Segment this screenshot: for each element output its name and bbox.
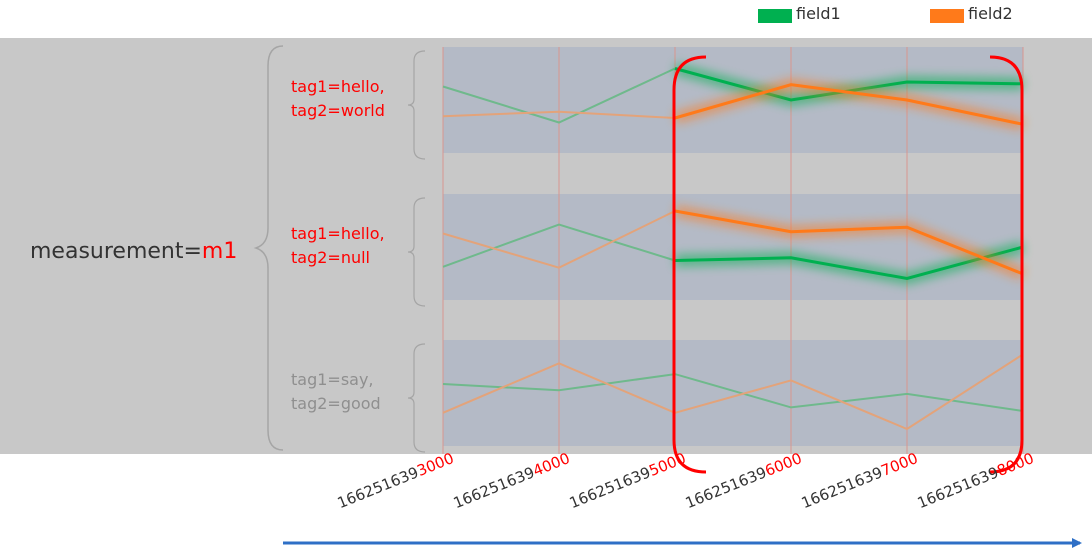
timestamp-base: 166251639 [915,463,1001,512]
field1-line-faded [442,223,676,268]
field2-line-highlight [674,209,1024,276]
timestamp-base: 166251639 [799,463,885,512]
timestamp-base: 166251639 [451,463,537,512]
group-braces [407,50,426,453]
tag2-label: tag2=world [291,101,385,120]
field2-line-faded [442,210,676,269]
field2-line-highlight [674,83,1024,126]
timestamp-label: 1662516397000 [799,449,921,512]
tag1-label: tag1=hello, [291,77,385,96]
legend-label-field1: field1 [796,4,841,23]
timestamp-base: 166251639 [567,463,653,512]
measurement-prefix: measurement= [30,239,202,264]
timestamp-base: 166251639 [335,463,421,512]
timestamp-label: 1662516394000 [451,449,573,512]
tag2-label: tag2=good [291,394,381,413]
tag1-label: tag1=say, [291,370,374,389]
series-band [443,194,1023,300]
timestamp-label: 1662516398000 [915,449,1037,512]
measurement-label: measurement=m1 [30,239,237,264]
highlight-bracket-left [672,55,707,474]
group-brace [407,50,426,160]
group-brace [407,197,426,307]
field2-line [442,353,1024,431]
legend-label-field2: field2 [968,4,1013,23]
legend-swatch-field1 [758,9,792,23]
timestamp-label: 1662516396000 [683,449,805,512]
big-brace [253,45,284,451]
timestamp-label: 1662516393000 [335,449,457,512]
legend-swatch-field2 [930,9,964,23]
tag-labels: tag1=hello, tag2=world tag1=hello, tag2=nul… [291,77,385,413]
time-axis-labels: 1662516393000166251639400016625163950001… [335,449,1037,512]
tag2-label: tag2=null [291,248,370,267]
group-brace [407,343,426,453]
highlight-bracket-right [989,55,1024,474]
field1-line-highlight [674,245,1024,281]
timestamp-label: 1662516395000 [567,449,689,512]
tag1-label: tag1=hello, [291,224,385,243]
series-band [443,340,1023,446]
series-lines [442,62,1026,431]
field2-line-faded [442,110,676,119]
field1-line [442,373,1024,412]
measurement-value: m1 [202,239,237,264]
field1-line-faded [442,67,676,124]
